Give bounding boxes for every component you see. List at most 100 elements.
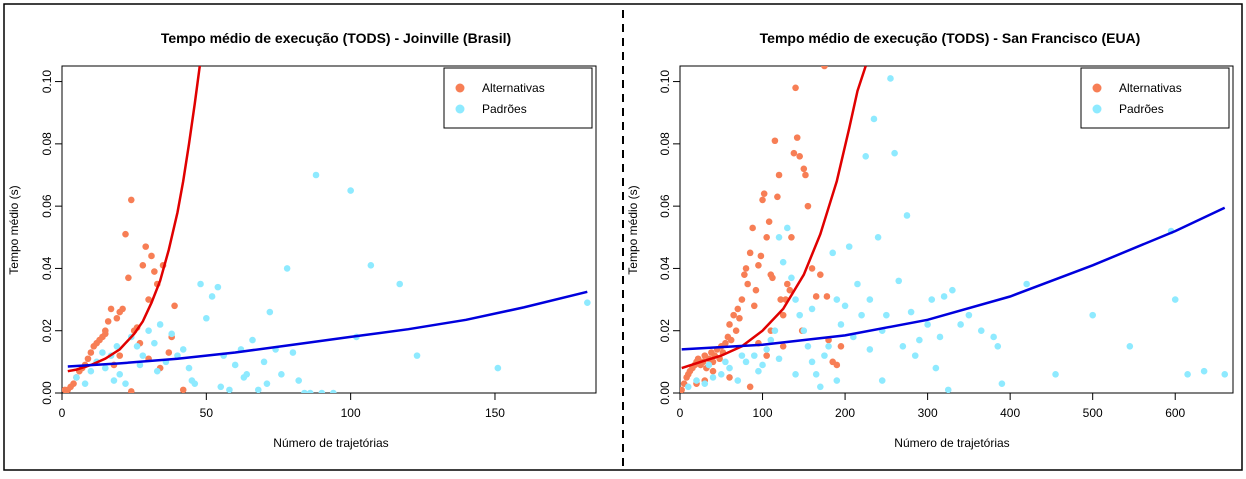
point-padroes [110,377,118,384]
point-padroes [977,327,985,335]
point-padroes [240,374,248,381]
point-alternativas [802,171,809,179]
point-alternativas [122,230,129,238]
point-padroes [168,330,175,338]
point-alternativas [779,342,787,350]
y-tick-label: 0.04 [40,256,54,280]
point-padroes [833,296,841,303]
x-tick-label: 0 [677,406,684,420]
point-alternativas [777,296,784,303]
point-alternativas [70,380,77,387]
point-padroes [254,386,262,393]
point-alternativas [792,84,799,92]
point-alternativas [800,165,808,173]
legend-marker [455,104,465,114]
point-padroes [330,389,337,393]
point-padroes [833,377,841,384]
point-padroes [301,389,308,393]
point-alternativas [84,355,92,363]
point-padroes [858,311,865,319]
y-tick-label: 0.02 [658,319,672,343]
point-padroes [916,336,923,344]
x-tick-label: 200 [835,406,855,420]
x-tick-label: 500 [1083,406,1103,420]
point-alternativas [726,374,733,381]
point-padroes [928,296,936,303]
point-padroes [266,308,274,316]
figure-border [3,3,1243,471]
point-alternativas [726,321,733,328]
point-padroes [829,249,836,257]
point-alternativas [107,305,115,313]
point-alternativas [755,262,762,269]
legend-box [443,67,593,129]
point-padroes [804,342,812,350]
point-alternativas [837,342,845,350]
legend-marker [455,83,465,93]
point-alternativas [771,137,779,145]
point-padroes [87,367,95,375]
chart-title: Tempo médio de execução (TODS) - Joinvil… [161,30,511,46]
point-padroes [347,187,354,194]
point-alternativas [179,386,187,393]
point-alternativas [790,149,798,157]
point-padroes [825,342,832,350]
point-padroes [203,314,210,322]
legend: Alternativas Padrões [443,67,593,129]
x-tick-label: 400 [1000,406,1020,420]
point-alternativas [730,311,737,319]
point-alternativas [680,386,685,393]
point-alternativas [769,274,776,282]
point-padroes [99,349,106,356]
legend: Alternativas Padrões [1080,67,1230,129]
legend-label: Padrões [1119,102,1164,116]
legend-marker [1092,104,1102,114]
point-alternativas [741,271,748,278]
point-alternativas [793,134,801,141]
point-alternativas [746,249,754,257]
point-padroes [260,358,268,366]
point-alternativas [796,153,803,160]
point-padroes [188,377,196,384]
point-alternativas [808,265,816,272]
point-padroes [924,321,931,328]
point-alternativas [788,233,795,241]
y-tick-label: 0.08 [658,132,672,156]
point-padroes [990,333,997,341]
x-tick-label: 300 [918,406,938,420]
point-padroes [113,342,121,350]
point-padroes [717,371,725,378]
fit-line-padroes [67,290,588,368]
point-padroes [367,262,375,269]
point-alternativas [119,305,126,313]
point-alternativas [752,286,760,294]
point-padroes [413,352,421,359]
point-padroes [318,389,326,393]
x-tick-label: 100 [341,406,361,420]
point-alternativas [744,280,751,288]
point-padroes [295,377,302,384]
point-padroes [874,233,882,241]
y-tick-label: 0.10 [40,70,54,94]
point-alternativas [765,218,773,226]
point-alternativas [742,265,750,272]
y-axis-label: Tempo médio (s) [626,185,640,274]
point-padroes [1221,371,1229,378]
point-alternativas [127,196,135,204]
point-alternativas [786,286,794,294]
y-tick-label: 0.06 [658,194,672,218]
point-padroes [763,346,770,353]
point-padroes [701,380,709,387]
point-padroes [133,342,141,350]
point-padroes [742,358,750,366]
fit-line-alternativas [67,66,202,373]
point-padroes [792,371,799,378]
panel-san-francisco: Tempo médio de execução (TODS) - San Fra… [626,30,1234,450]
point-padroes [217,383,225,391]
point-alternativas [821,66,828,70]
point-padroes [116,371,124,378]
point-padroes [883,311,890,319]
point-padroes [808,305,816,313]
